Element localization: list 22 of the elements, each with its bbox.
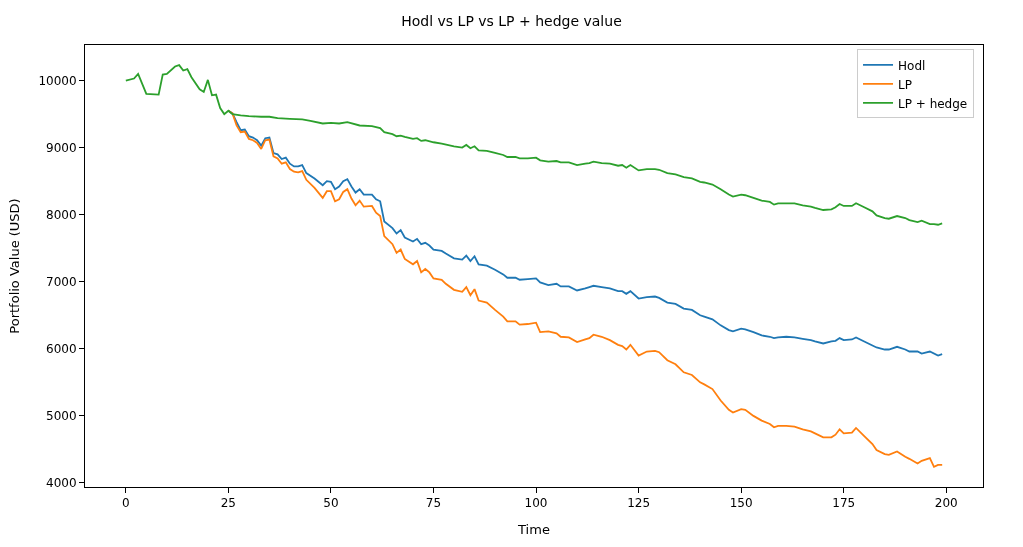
chart-title: Hodl vs LP vs LP + hedge value — [401, 13, 622, 30]
legend-label: LP — [898, 77, 912, 92]
x-tick-label: 150 — [729, 496, 753, 511]
legend-label: Hodl — [898, 58, 926, 73]
y-tick-label: 7000 — [46, 274, 77, 289]
y-tick-label: 6000 — [46, 342, 77, 357]
y-tick-label: 5000 — [46, 409, 77, 424]
x-tick-label: 125 — [627, 496, 651, 511]
x-axis-title: Time — [517, 522, 550, 537]
legend-label: LP + hedge — [898, 96, 968, 111]
y-tick-label: 9000 — [46, 140, 77, 155]
x-tick-label: 25 — [220, 496, 237, 511]
x-tick-label: 200 — [934, 496, 958, 511]
x-tick-label: 175 — [832, 496, 856, 511]
x-tick-label: 100 — [524, 496, 548, 511]
y-tick-label: 8000 — [46, 207, 77, 222]
x-tick-label: 75 — [425, 496, 442, 511]
y-axis-title: Portfolio Value (USD) — [7, 198, 23, 334]
y-tick-label: 10000 — [38, 73, 77, 88]
x-tick-label: 0 — [122, 496, 130, 511]
x-tick-label: 50 — [323, 496, 339, 511]
y-tick-label: 4000 — [46, 476, 77, 491]
